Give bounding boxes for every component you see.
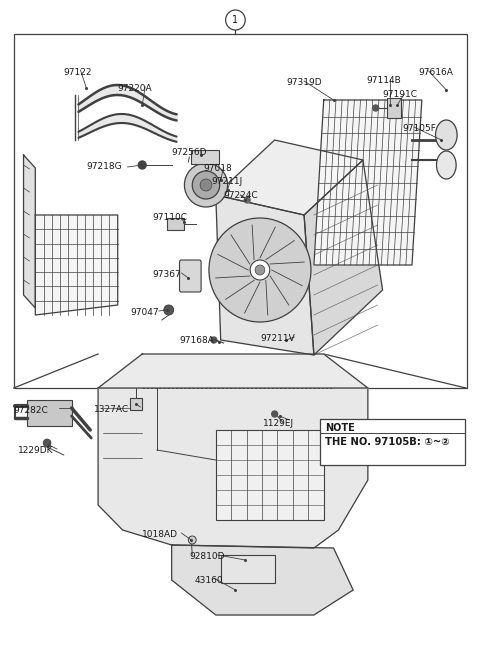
Text: 97105F: 97105F (402, 124, 436, 133)
Text: 43160: 43160 (194, 576, 223, 585)
Text: 1327AC: 1327AC (94, 405, 129, 414)
Bar (387, 98, 401, 118)
Text: 97018: 97018 (203, 164, 232, 173)
Polygon shape (172, 545, 353, 615)
Text: 1018AD: 1018AD (142, 530, 178, 539)
Text: 97256D: 97256D (172, 148, 207, 157)
Bar (192, 150, 219, 164)
Polygon shape (98, 388, 368, 548)
Circle shape (226, 10, 245, 30)
FancyBboxPatch shape (180, 260, 201, 292)
Text: 97282C: 97282C (14, 406, 48, 415)
Text: 97211J: 97211J (211, 177, 242, 186)
FancyBboxPatch shape (320, 419, 465, 465)
Bar (167, 218, 184, 230)
Polygon shape (314, 100, 422, 265)
Ellipse shape (436, 151, 456, 179)
Text: NOTE: NOTE (324, 423, 354, 433)
Text: 97319D: 97319D (287, 78, 322, 87)
Text: THE NO. 97105B: ①~②: THE NO. 97105B: ①~② (324, 437, 449, 447)
Circle shape (373, 105, 379, 111)
Text: 97218G: 97218G (86, 162, 122, 171)
Circle shape (138, 161, 146, 169)
Polygon shape (304, 160, 383, 355)
Text: 97220A: 97220A (118, 84, 152, 93)
Circle shape (272, 411, 277, 417)
Text: 97616A: 97616A (419, 68, 454, 77)
Text: 1229DK: 1229DK (18, 446, 53, 455)
Text: 97191C: 97191C (383, 90, 418, 99)
Bar (27, 400, 72, 426)
Text: 97224C: 97224C (224, 191, 258, 200)
Circle shape (192, 171, 220, 199)
Circle shape (188, 536, 196, 544)
Polygon shape (36, 215, 118, 315)
Circle shape (209, 218, 311, 322)
Circle shape (43, 439, 51, 447)
Circle shape (164, 305, 174, 315)
Circle shape (211, 337, 217, 343)
Bar (131, 398, 142, 410)
Ellipse shape (435, 120, 457, 150)
Circle shape (250, 260, 270, 280)
Text: 97211V: 97211V (260, 334, 295, 343)
Text: 97168A: 97168A (180, 336, 215, 345)
Polygon shape (24, 155, 36, 308)
Bar (14, 34, 467, 388)
Circle shape (184, 163, 228, 207)
Circle shape (255, 265, 265, 275)
Text: 97110C: 97110C (152, 213, 187, 222)
Text: 97367: 97367 (152, 270, 181, 279)
Bar (216, 430, 324, 520)
Circle shape (244, 197, 250, 203)
Text: 97047: 97047 (131, 308, 159, 317)
Text: 1129EJ: 1129EJ (263, 419, 294, 428)
Text: 97122: 97122 (64, 68, 92, 77)
Text: 97114B: 97114B (366, 76, 401, 85)
Text: 92810D: 92810D (189, 552, 225, 561)
Circle shape (200, 179, 212, 191)
Polygon shape (216, 140, 363, 215)
Text: 1: 1 (232, 15, 239, 25)
Polygon shape (98, 354, 368, 388)
Polygon shape (216, 195, 314, 355)
Bar (221, 555, 275, 583)
